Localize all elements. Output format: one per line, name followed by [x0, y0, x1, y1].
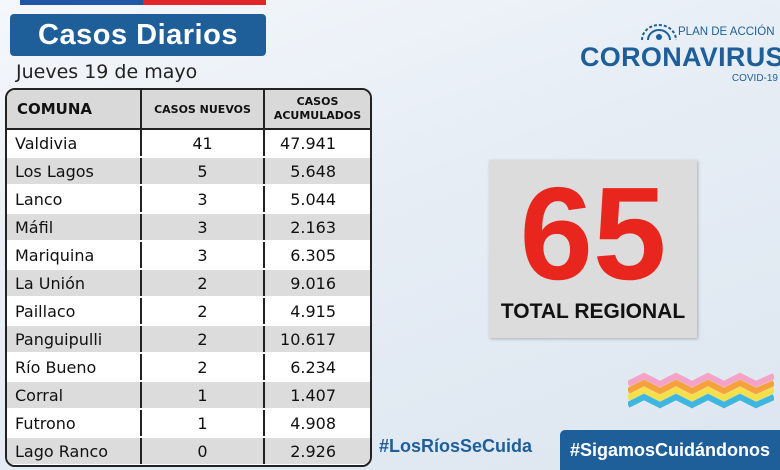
cell-comuna: Río Bueno	[7, 353, 142, 382]
page-title: Casos Diarios	[10, 14, 266, 56]
cell-casos-nuevos: 2	[141, 353, 265, 382]
cell-casos-acumulados: 4.908	[264, 409, 370, 438]
cell-comuna: Corral	[7, 381, 142, 410]
table-row: Corral 1 1.407	[7, 381, 370, 410]
cell-casos-nuevos: 2	[141, 325, 265, 354]
logo-plan-text: PLAN DE ACCIÓN	[678, 26, 775, 38]
table-row: Río Bueno 2 6.234	[7, 353, 370, 382]
cell-casos-nuevos: 3	[141, 213, 265, 242]
cell-casos-nuevos: 3	[141, 185, 265, 214]
cell-casos-nuevos: 41	[141, 129, 265, 158]
cell-casos-acumulados: 47.941	[264, 129, 370, 158]
cell-casos-acumulados: 5.044	[264, 185, 370, 214]
table-row: Paillaco 2 4.915	[7, 297, 370, 326]
cell-casos-nuevos: 0	[141, 437, 265, 465]
date-label: Jueves 19 de mayo	[16, 61, 198, 83]
cell-casos-acumulados: 9.016	[264, 269, 370, 298]
total-label: TOTAL REGIONAL	[500, 300, 686, 323]
cell-comuna: Valdivia	[7, 129, 142, 158]
column-header-acumulados: CASOS ACUMULADOS	[264, 90, 370, 130]
cell-casos-nuevos: 3	[141, 241, 265, 270]
table-row: Máfil 3 2.163	[7, 213, 370, 242]
cell-comuna: Los Lagos	[7, 157, 142, 186]
table-row: Lago Ranco 0 2.926	[7, 437, 370, 465]
cell-comuna: Panguipulli	[7, 325, 142, 354]
cell-casos-acumulados: 1.407	[264, 381, 370, 410]
cell-comuna: Mariquina	[7, 241, 142, 270]
cell-casos-acumulados: 10.617	[264, 325, 370, 354]
table-row: Panguipulli 2 10.617	[7, 325, 370, 354]
logo-coronavirus-text: CORONAVIRUS	[580, 42, 780, 72]
cell-comuna: Lanco	[7, 185, 142, 214]
table-row: Futrono 1 4.908	[7, 409, 370, 438]
cell-comuna: Futrono	[7, 409, 142, 438]
table-row: Lanco 3 5.044	[7, 185, 370, 214]
cell-casos-nuevos: 1	[141, 381, 265, 410]
column-header-acumulados-line1: CASOS	[296, 95, 339, 108]
cell-casos-nuevos: 1	[141, 409, 265, 438]
cell-casos-nuevos: 2	[141, 269, 265, 298]
cell-casos-acumulados: 4.915	[264, 297, 370, 326]
column-header-comuna: COMUNA	[7, 90, 142, 130]
cases-table: COMUNA CASOS NUEVOS CASOS ACUMULADOS Val…	[5, 88, 372, 467]
hashtag-los-rios: #LosRíosSeCuida	[379, 436, 533, 456]
cell-comuna: Máfil	[7, 213, 142, 242]
total-regional-box: 65 TOTAL REGIONAL	[489, 160, 697, 338]
waves-decoration-icon	[628, 372, 774, 409]
cell-casos-nuevos: 2	[141, 297, 265, 326]
cell-comuna: Lago Ranco	[7, 437, 142, 465]
table-row: Valdivia 41 47.941	[7, 129, 370, 158]
table-row: Mariquina 3 6.305	[7, 241, 370, 270]
cell-comuna: La Unión	[7, 269, 142, 298]
cell-casos-acumulados: 6.234	[264, 353, 370, 382]
column-header-acumulados-line2: ACUMULADOS	[273, 109, 362, 122]
cell-casos-nuevos: 5	[141, 157, 265, 186]
cell-casos-acumulados: 5.648	[264, 157, 370, 186]
flag-stripe	[20, 0, 266, 5]
plan-accion-logo: PLAN DE ACCIÓN CORONAVIRUS COVID-19	[580, 22, 780, 84]
cell-comuna: Paillaco	[7, 297, 142, 326]
total-value: 65	[519, 160, 667, 307]
column-header-nuevos: CASOS NUEVOS	[141, 90, 265, 130]
emblem-icon	[641, 24, 677, 41]
table-row: Los Lagos 5 5.648	[7, 157, 370, 186]
cell-casos-acumulados: 2.926	[264, 437, 370, 465]
cell-casos-acumulados: 2.163	[264, 213, 370, 242]
cell-casos-acumulados: 6.305	[264, 241, 370, 270]
logo-covid-text: COVID-19	[731, 73, 778, 84]
hashtag-sigamos: #SigamosCuidándonos	[560, 430, 780, 470]
table-row: La Unión 2 9.016	[7, 269, 370, 298]
